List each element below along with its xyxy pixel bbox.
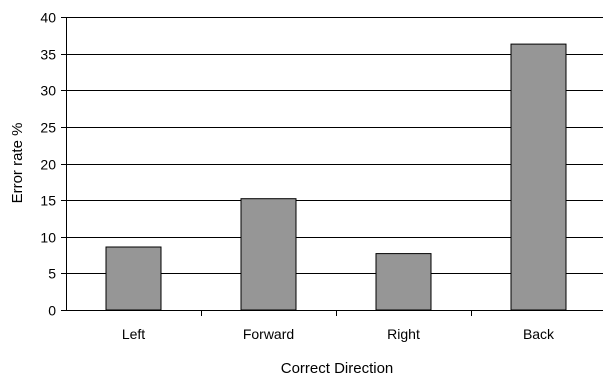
y-tick-label: 20 — [40, 157, 56, 173]
y-tick-label: 5 — [48, 266, 56, 282]
x-tick-label: Forward — [243, 326, 294, 342]
y-tick-label: 0 — [48, 303, 56, 319]
x-tick-label: Left — [122, 326, 145, 342]
bar-forward — [240, 198, 297, 311]
x-tick-label: Right — [387, 326, 420, 342]
bar-back — [510, 43, 567, 311]
x-tick-labels: Left Forward Right Back — [122, 326, 555, 342]
bar-right — [375, 253, 432, 311]
y-tick-label: 10 — [40, 230, 56, 246]
bars — [105, 43, 567, 311]
x-tick-label: Back — [523, 326, 555, 342]
x-axis-title: Correct Direction — [281, 360, 394, 377]
y-tick-labels: 0 5 10 15 20 25 30 35 40 — [40, 10, 56, 319]
y-tick-label: 30 — [40, 83, 56, 99]
y-axis-title: Error rate % — [9, 123, 26, 204]
axes — [61, 17, 603, 316]
y-tick-label: 15 — [40, 193, 56, 209]
y-tick-label: 35 — [40, 47, 56, 63]
y-tick-label: 40 — [40, 10, 56, 26]
y-tick-label: 25 — [40, 120, 56, 136]
bar-left — [105, 246, 162, 311]
gridlines — [66, 17, 603, 274]
